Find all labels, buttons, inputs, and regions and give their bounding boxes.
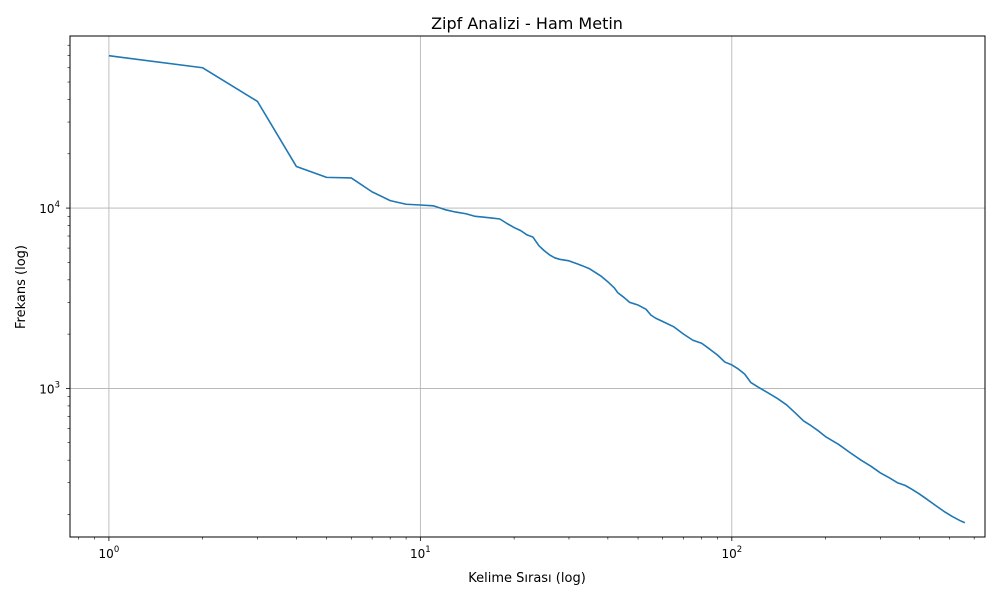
y-tick-label-exponent: 3 [55,380,60,390]
plot-lines [108,54,966,524]
grid-lines [70,36,985,537]
y-tick-label-base: 10 [39,202,54,216]
y-tick-label: 103 [39,380,60,396]
y-tick-label-base: 10 [39,382,54,396]
x-tick-label-exponent: 2 [737,545,742,555]
y-tick-label-exponent: 4 [55,200,60,210]
x-tick-label: 100 [99,545,120,561]
y-tick-label: 104 [39,200,60,216]
plot-frame [69,35,986,538]
x-tick-label-base: 10 [721,547,736,561]
x-tick-label-base: 10 [99,547,114,561]
x-axis-label: Kelime Sırası (log) [468,571,586,586]
x-tick-label-base: 10 [410,547,425,561]
x-tick-label-exponent: 1 [425,545,430,555]
x-tick-label: 102 [721,545,742,561]
chart-title: Zipf Analizi - Ham Metin [431,14,623,33]
major-ticks [66,207,733,541]
y-axis-label: Frekans (log) [14,245,29,329]
x-tick-label: 101 [410,545,431,561]
series-line [108,54,966,524]
x-tick-label-exponent: 0 [114,545,119,555]
